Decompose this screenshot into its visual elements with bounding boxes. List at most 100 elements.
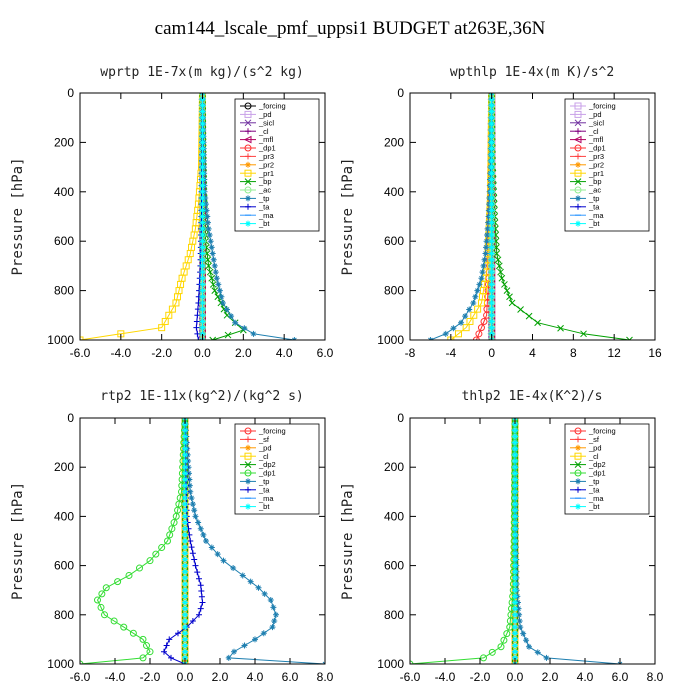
x-tick-label: -4.0 [110,346,131,360]
data-point [512,599,518,606]
data-point [199,225,206,232]
data-point [488,287,495,294]
panel-title: rtp2 1E-11x(kg^2)/(kg^2 s) [100,389,304,404]
data-point [194,330,201,337]
data-point [512,501,518,508]
data-point [208,244,215,251]
y-tick-label: 200 [384,460,404,474]
data-point [182,617,188,624]
y-tick-label: 200 [54,135,74,149]
data-point [470,311,478,319]
data-point [146,557,154,565]
data-point [245,203,251,210]
data-point [512,630,518,637]
data-point [172,512,180,520]
data-point [512,544,518,551]
x-tick-label: -4 [445,346,456,360]
data-point [244,452,252,460]
data-point [261,590,268,597]
data-point [488,108,495,115]
data-point [488,120,495,127]
plot-frame [409,417,656,665]
data-point [512,574,518,581]
data-point [139,654,147,662]
data-point [172,299,180,307]
data-point [247,578,254,585]
series-dp1 [410,418,519,664]
data-point [512,605,518,612]
data-point [202,201,209,208]
data-point [488,213,495,220]
series-line [80,418,186,664]
data-point [182,538,188,544]
data-point [245,486,251,493]
legend-label: _forcing [588,102,616,111]
data-point [488,299,495,306]
data-point [110,617,118,625]
data-point [269,624,276,631]
data-point [516,617,523,624]
data-point [574,461,582,468]
data-point [199,232,206,239]
data-point [193,324,200,331]
data-point [194,312,201,319]
series-dp1 [80,418,189,664]
data-point [203,538,209,544]
data-point [244,102,252,110]
y-tick-label: 600 [54,234,74,248]
data-point [512,587,518,594]
data-point [208,274,216,282]
data-point [158,544,166,552]
data-point [488,151,495,158]
legend: _forcing_pd_sicl_cl_mfl_dp1_pr3_pr2_pr1_… [234,98,320,232]
data-point [498,274,506,282]
data-point [182,513,188,520]
series-line [430,93,493,340]
legend-label: _cl [258,127,269,136]
x-tick-label: 6.0 [282,670,299,684]
data-point [488,244,495,251]
data-point [512,581,518,588]
data-point [245,153,251,160]
data-point [214,551,221,558]
data-point [488,157,495,164]
data-point [208,544,215,551]
legend-label: _pd [258,443,272,452]
data-point [485,219,492,226]
data-point [199,318,206,325]
data-point [182,556,188,563]
legend: _forcing_sf_pd_cl_dp2_dp1_tp_ta_ma_bt [564,423,650,515]
data-point [523,637,530,644]
series-layer [80,93,298,340]
data-point [574,178,582,185]
series-line [410,418,516,664]
data-point [182,458,188,465]
data-point [244,427,252,435]
data-point [488,145,495,152]
data-point [479,269,486,276]
data-point [480,654,487,662]
data-point [574,452,582,460]
series-bt [199,93,206,340]
data-point [161,317,169,325]
data-point [199,306,206,313]
legend-label: _tp [258,194,269,203]
x-tick-label: 0.0 [177,670,194,684]
data-point [512,525,518,532]
legend-label: _ma [258,211,274,220]
legend-label: _ta [258,485,270,494]
data-point [512,439,518,446]
legend-label: _pd [588,443,602,452]
data-point [164,537,171,545]
data-point [189,550,196,557]
data-point [182,445,188,452]
data-point [574,144,582,152]
data-point [574,186,582,194]
panel-title: thlp2 1E-4x(K^2)/s [462,389,603,404]
data-point [512,519,518,526]
data-point [199,256,206,263]
data-point [575,195,581,202]
y-tick-label: 600 [384,234,404,248]
data-point [484,232,491,239]
data-point [199,201,206,208]
